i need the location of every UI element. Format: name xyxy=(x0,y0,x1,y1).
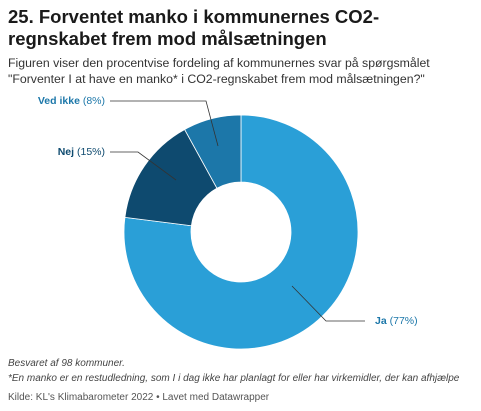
leader-line xyxy=(110,151,177,181)
label-name: Ja xyxy=(375,315,387,327)
label-value: (8%) xyxy=(83,95,105,107)
label-value: (15%) xyxy=(77,146,105,158)
slice xyxy=(123,114,359,350)
chart-title: 25. Forventet manko i kommunernes CO2-re… xyxy=(8,6,380,49)
slice xyxy=(184,114,242,189)
label-name: Ved ikke xyxy=(38,95,80,107)
label-name: Nej xyxy=(58,146,74,158)
leader-line xyxy=(291,285,365,322)
chart-subtitle: Figuren viser den procentvise fordeling … xyxy=(8,56,430,86)
note: Besvaret af 98 kommuner. xyxy=(8,358,125,369)
slice-label: Nej (15%) xyxy=(58,146,105,158)
leader-line xyxy=(110,100,219,147)
slice-label: Ja (77%) xyxy=(375,315,418,327)
label-value: (77%) xyxy=(390,315,418,327)
source: Kilde: KL's Klimabarometer 2022 • Lavet … xyxy=(8,392,270,403)
note: *En manko er en restudledning, som I i d… xyxy=(8,373,460,384)
slice-label: Ved ikke (8%) xyxy=(38,95,105,107)
slice xyxy=(124,128,218,227)
